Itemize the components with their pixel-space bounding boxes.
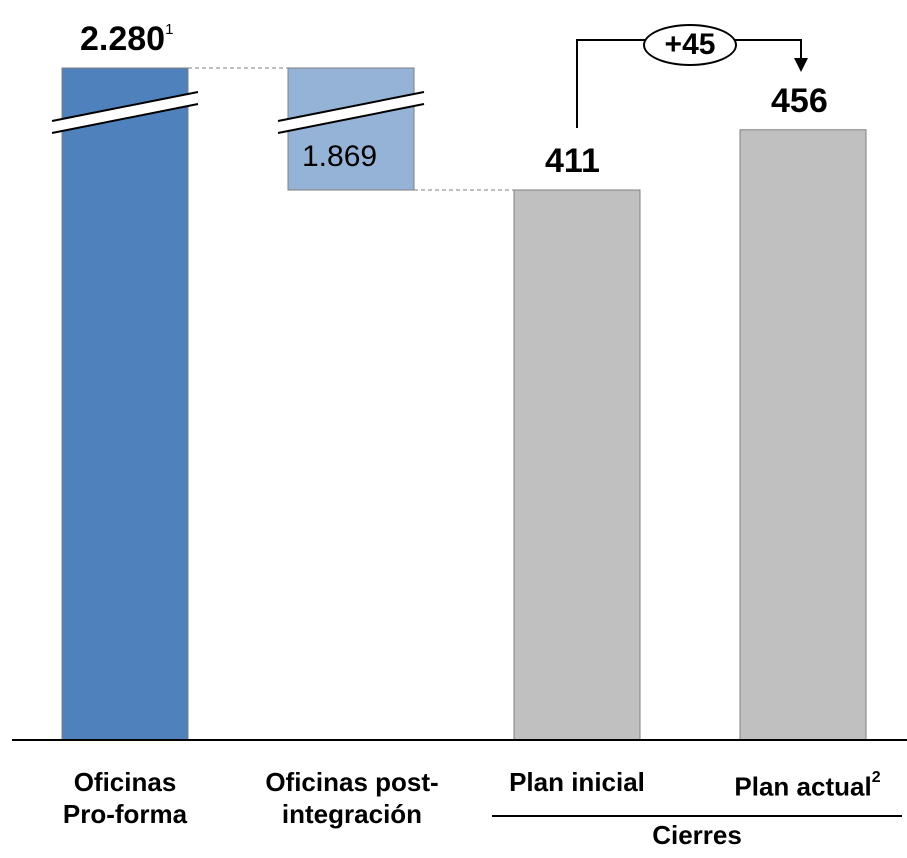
bar-oficinas-post-integracion — [287, 67, 415, 191]
bar-plan-inicial — [513, 189, 641, 741]
value-label-oficinas-post-integracion: 1.869 — [302, 140, 378, 173]
delta-bracket-right — [735, 39, 802, 60]
axis-break-band-2 — [278, 92, 424, 133]
value-label-plan-actual: 456 — [771, 82, 828, 120]
axis-break-line-top-1 — [51, 91, 199, 122]
axis-break-line-bottom-1 — [51, 103, 199, 134]
bar-plan-actual — [739, 129, 867, 741]
delta-arrowhead — [794, 58, 808, 72]
delta-bubble: +45 — [643, 24, 737, 66]
category-label-plan-inicial: Plan inicial — [509, 767, 645, 797]
delta-bracket-left — [576, 39, 645, 128]
axis-break-line-bottom-2 — [277, 103, 425, 134]
category-label-oficinas-post-integracion: Oficinas post- integración — [265, 767, 439, 829]
value-label-plan-inicial: 411 — [545, 142, 600, 180]
category-label-oficinas-pro-forma: Oficinas Pro-forma — [62, 767, 188, 829]
group-label-cierres: Cierres — [652, 820, 742, 850]
axis-break-line-top-2 — [277, 91, 425, 122]
value-label-oficinas-pro-forma: 2.2801 — [80, 20, 174, 58]
group-divider-line — [492, 815, 902, 817]
category-label-plan-actual: Plan actual2 — [734, 769, 881, 802]
bar-oficinas-pro-forma — [61, 67, 189, 741]
axis-break-band-1 — [52, 92, 198, 133]
